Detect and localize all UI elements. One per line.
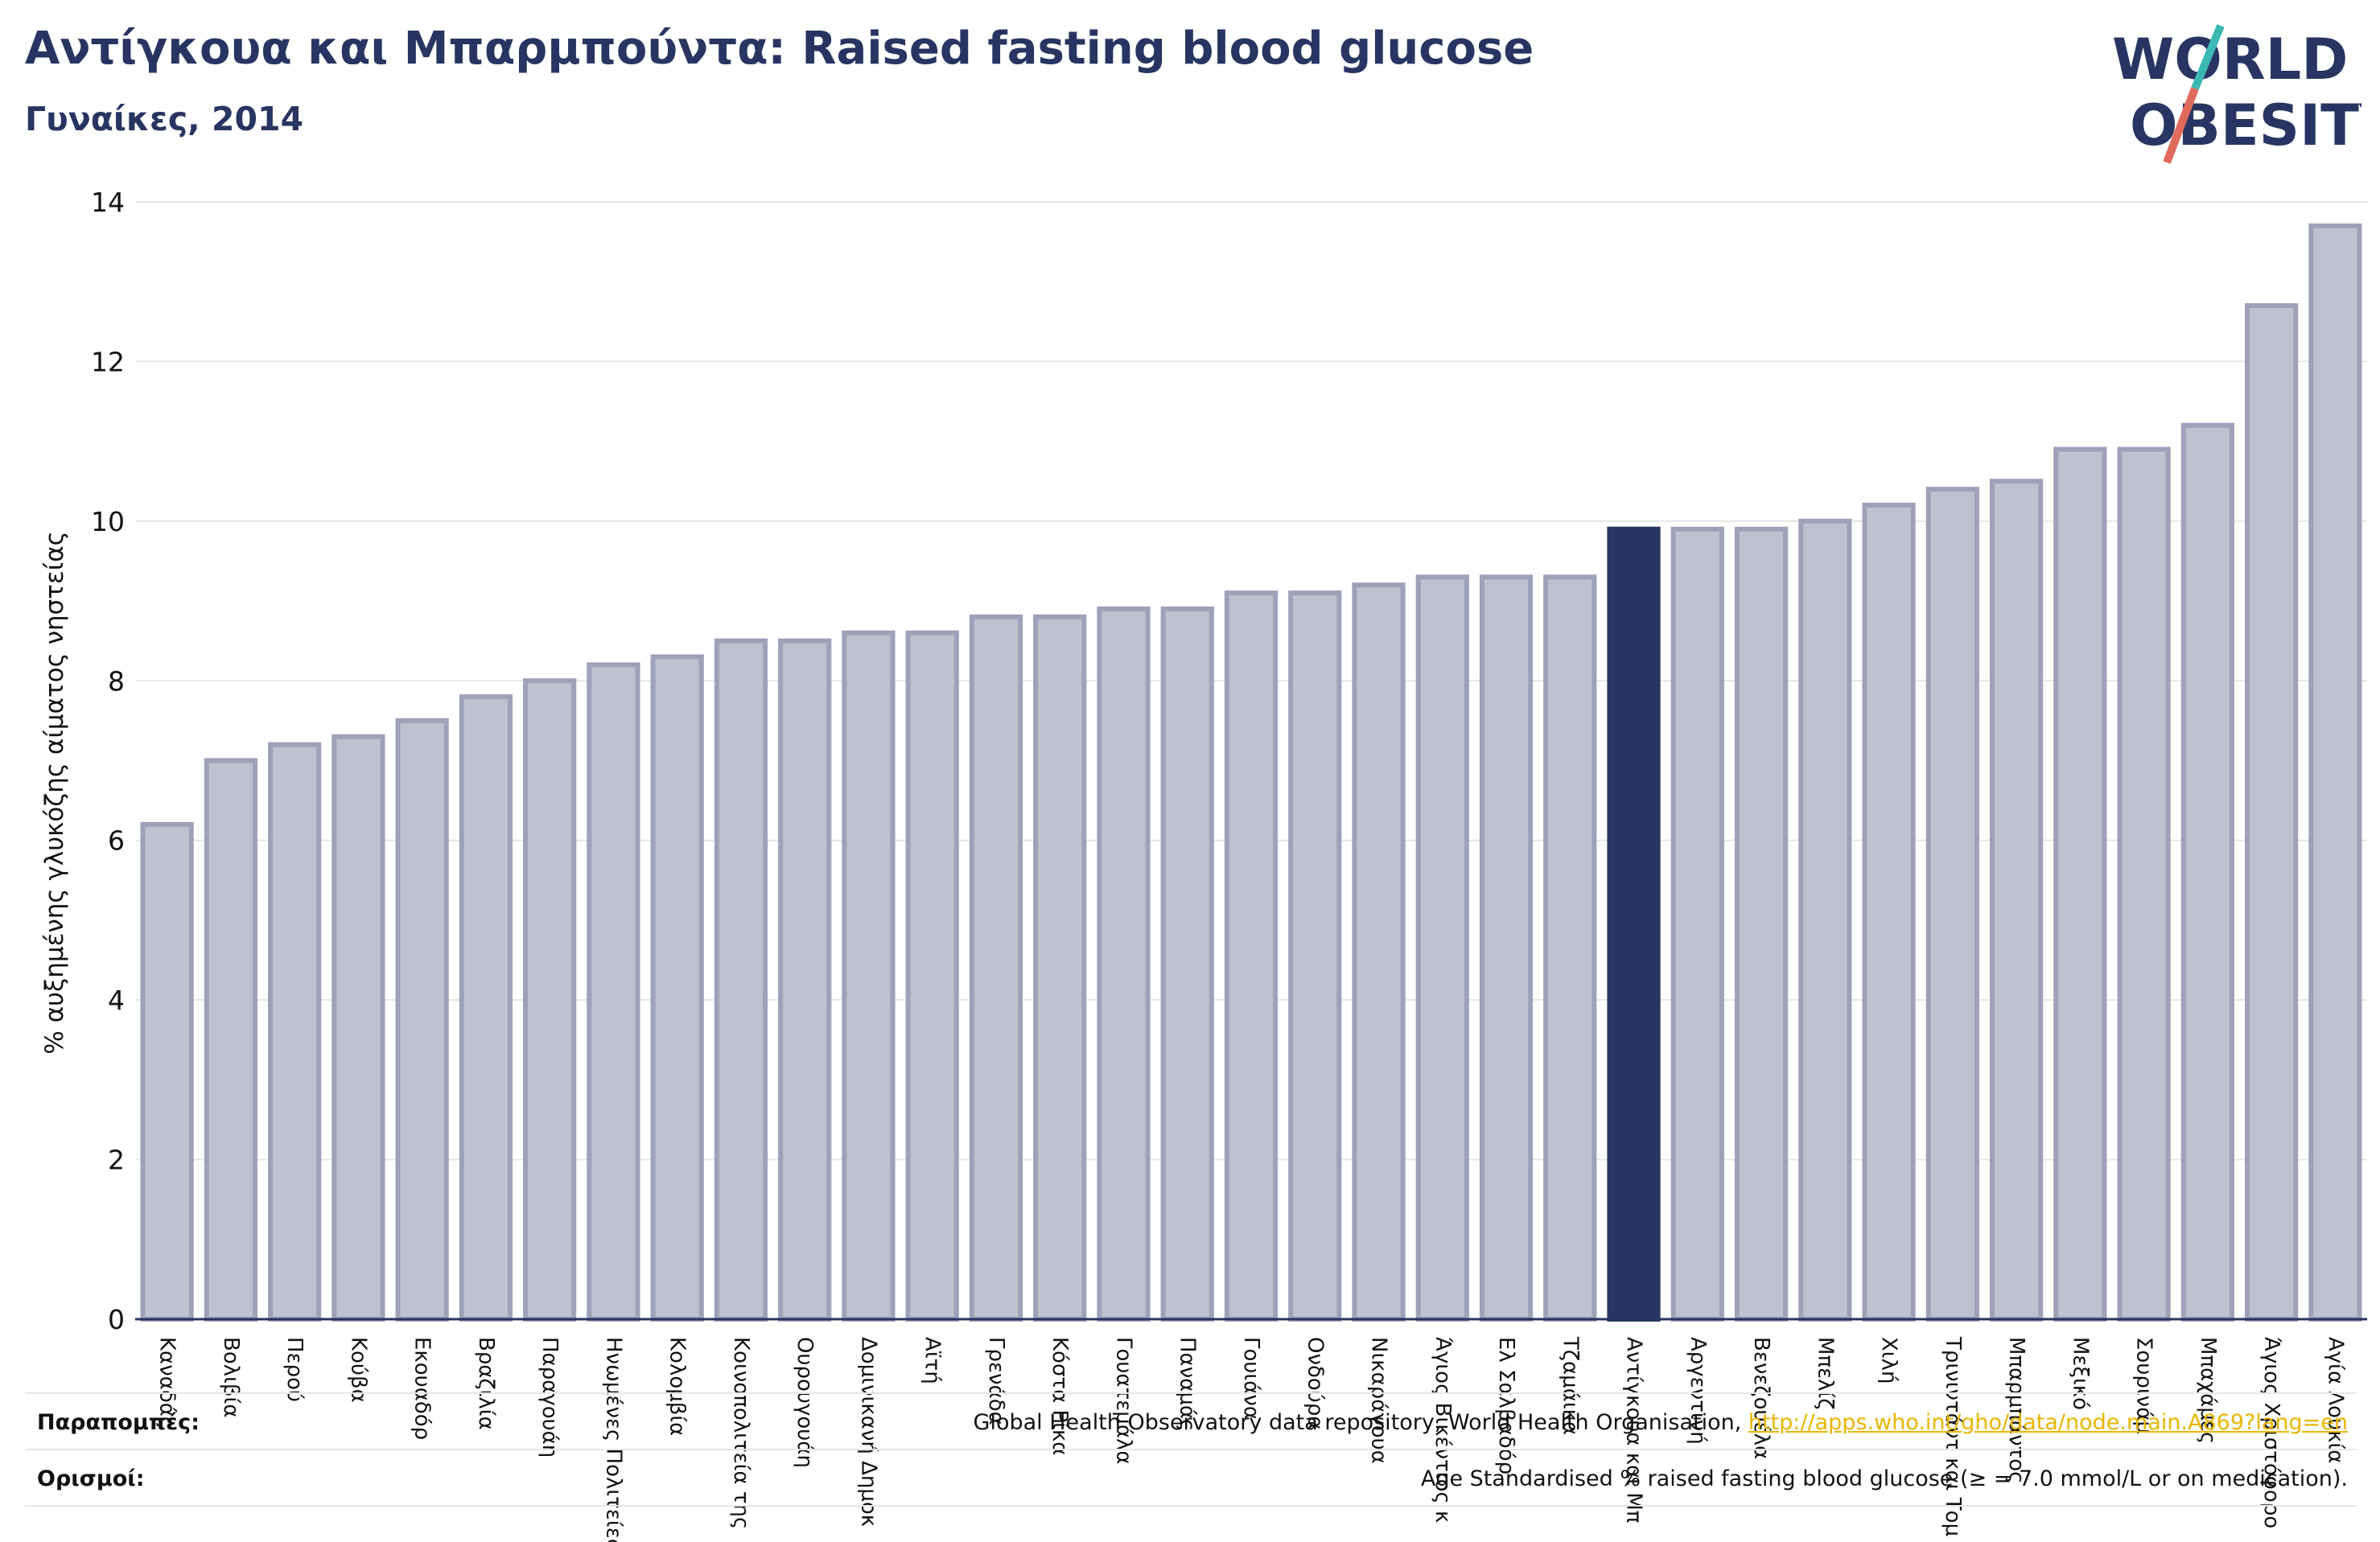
bar bbox=[587, 662, 640, 1322]
bar bbox=[1097, 606, 1151, 1322]
y-axis-label: % αυξημένης γλυκόζης αίματος νηστείας bbox=[40, 531, 69, 1054]
notes-link[interactable]: http://apps.who.int/gho/data/node.main.A… bbox=[1748, 1410, 2348, 1435]
x-tick-label: Γρενάδα bbox=[984, 1337, 1008, 1425]
y-tick-label: 6 bbox=[108, 825, 125, 857]
bar bbox=[1033, 614, 1087, 1322]
bar bbox=[2053, 446, 2107, 1322]
logo-slash-red bbox=[2163, 87, 2199, 164]
bar bbox=[2180, 422, 2234, 1322]
bar bbox=[2244, 302, 2299, 1322]
bar bbox=[650, 654, 704, 1322]
x-tick-label: Αϊτή bbox=[920, 1337, 945, 1384]
bar bbox=[1415, 574, 1469, 1322]
x-tick-label: Βενεζουέλα bbox=[1749, 1337, 1773, 1459]
notes-label: Παραπομπές: bbox=[37, 1410, 200, 1435]
x-tick-label: Μεξικό bbox=[2068, 1337, 2092, 1410]
bar bbox=[395, 718, 449, 1322]
x-tick-label: Μπαχάμες bbox=[2196, 1337, 2220, 1444]
bar bbox=[459, 694, 513, 1322]
x-tick-label: Τρινιντάντ και Τομ bbox=[1941, 1336, 1965, 1536]
footer-bottom-line bbox=[25, 1505, 2356, 1507]
x-tick-label: Καναδάς bbox=[155, 1337, 179, 1429]
footer-notes-row: Παραπομπές: Global Health Observatory da… bbox=[25, 1392, 2356, 1452]
bar-highlighted bbox=[1607, 526, 1661, 1322]
x-tick-label: Άγιος Χριστόφορο bbox=[2259, 1337, 2283, 1528]
x-tick-label: Άγιος Βικέντιος κ bbox=[1431, 1337, 1455, 1523]
x-tick-label: Ουρουγουάη bbox=[793, 1337, 817, 1468]
bar bbox=[140, 821, 194, 1322]
bars-layer bbox=[140, 223, 2362, 1322]
x-tick-label: Αργεντινή bbox=[1686, 1337, 1710, 1445]
y-tick-label: 4 bbox=[108, 985, 125, 1016]
x-tick-label: Μπελίζ bbox=[1813, 1337, 1837, 1409]
bar bbox=[1224, 590, 1279, 1322]
bar bbox=[268, 742, 322, 1322]
page-title: Αντίγκουα και Μπαρμπούντα: Raised fastin… bbox=[25, 23, 1534, 75]
bar bbox=[1862, 503, 1916, 1322]
definitions-value: Age Standardised % raised fasting blood … bbox=[1420, 1466, 2348, 1491]
y-axis-ticks: 0 2 4 6 8 10 12 14 bbox=[91, 187, 125, 1335]
x-axis-labels: Καναδάς Βολιβία Περού Κούβα Εκουαδόρ Βραζιλία… bbox=[155, 1336, 2348, 1542]
x-tick-label: Κοινοπολιτεία της bbox=[729, 1337, 753, 1529]
x-tick-label: Σουρινάμ bbox=[2132, 1337, 2156, 1434]
x-tick-label: Χιλή bbox=[1877, 1337, 1901, 1384]
x-tick-label: Γουατεμάλα bbox=[1111, 1337, 1135, 1465]
bar bbox=[2117, 446, 2171, 1322]
logo-slash-teal bbox=[2191, 24, 2225, 90]
bar bbox=[1352, 582, 1406, 1322]
bar bbox=[1479, 574, 1534, 1322]
bar bbox=[1989, 479, 2044, 1322]
y-tick-label: 8 bbox=[108, 665, 125, 697]
bar bbox=[778, 638, 832, 1322]
notes-value: Global Health Observatory data repositor… bbox=[974, 1410, 2348, 1435]
x-tick-label: Αγία Λουκία bbox=[2323, 1337, 2347, 1463]
x-tick-label: Ονδούρα bbox=[1303, 1337, 1327, 1430]
bar bbox=[1670, 526, 1724, 1322]
bar bbox=[2308, 223, 2362, 1322]
x-tick-label: Νικαράγουα bbox=[1367, 1337, 1391, 1464]
logo-line-1: WORLD bbox=[2112, 27, 2348, 93]
x-tick-label: Γουιάνα bbox=[1239, 1337, 1263, 1420]
bar bbox=[1160, 606, 1214, 1322]
bar bbox=[1925, 487, 1979, 1322]
bar bbox=[905, 630, 959, 1322]
bar bbox=[1288, 590, 1342, 1322]
y-tick-label: 10 bbox=[91, 506, 125, 537]
x-tick-label: Κούβα bbox=[346, 1337, 370, 1403]
bar bbox=[1798, 518, 1852, 1322]
x-tick-label: Εκουαδόρ bbox=[410, 1337, 434, 1440]
y-tick-label: 12 bbox=[91, 346, 125, 377]
x-tick-label: Τζαμάικα bbox=[1558, 1336, 1582, 1435]
bar bbox=[969, 614, 1023, 1322]
x-tick-label: Κολομβία bbox=[665, 1337, 690, 1436]
x-tick-label: Βολιβία bbox=[219, 1337, 243, 1417]
x-tick-label: Βραζιλία bbox=[474, 1337, 498, 1430]
x-tick-label: Παναμάς bbox=[1176, 1337, 1200, 1431]
notes-text: Global Health Observatory data repositor… bbox=[973, 1410, 1748, 1435]
x-tick-label: Δομινικανή Δημοκ bbox=[856, 1337, 880, 1527]
x-tick-label: Αντίγκουα και Μπ bbox=[1622, 1337, 1646, 1523]
bar bbox=[1543, 574, 1597, 1322]
x-tick-label: Ελ Σαλβαδόρ bbox=[1494, 1337, 1518, 1474]
bar bbox=[714, 638, 768, 1322]
bar bbox=[842, 630, 896, 1322]
x-tick-label: Ηνωμένες Πολιτείες bbox=[601, 1337, 625, 1542]
y-tick-label: 14 bbox=[91, 187, 125, 218]
y-tick-label: 2 bbox=[108, 1145, 125, 1176]
y-tick-label: 0 bbox=[108, 1304, 125, 1335]
bar bbox=[331, 734, 385, 1322]
definitions-label: Ορισμοί: bbox=[37, 1466, 145, 1491]
bar bbox=[523, 678, 577, 1322]
world-obesity-logo: WORLD OBESITY bbox=[2112, 24, 2361, 164]
footer-definitions-row: Ορισμοί: Age Standardised % raised fasti… bbox=[25, 1449, 2356, 1508]
bar bbox=[1734, 526, 1789, 1322]
x-tick-label: Παραγουάη bbox=[537, 1337, 562, 1458]
x-tick-label: Μπαρμπάντος bbox=[2004, 1337, 2028, 1483]
x-tick-label: Περού bbox=[282, 1337, 307, 1402]
x-tick-label: Κόστα Ρίκα bbox=[1048, 1337, 1072, 1455]
page-subtitle: Γυναίκες, 2014 bbox=[25, 100, 304, 138]
bar bbox=[204, 758, 258, 1322]
